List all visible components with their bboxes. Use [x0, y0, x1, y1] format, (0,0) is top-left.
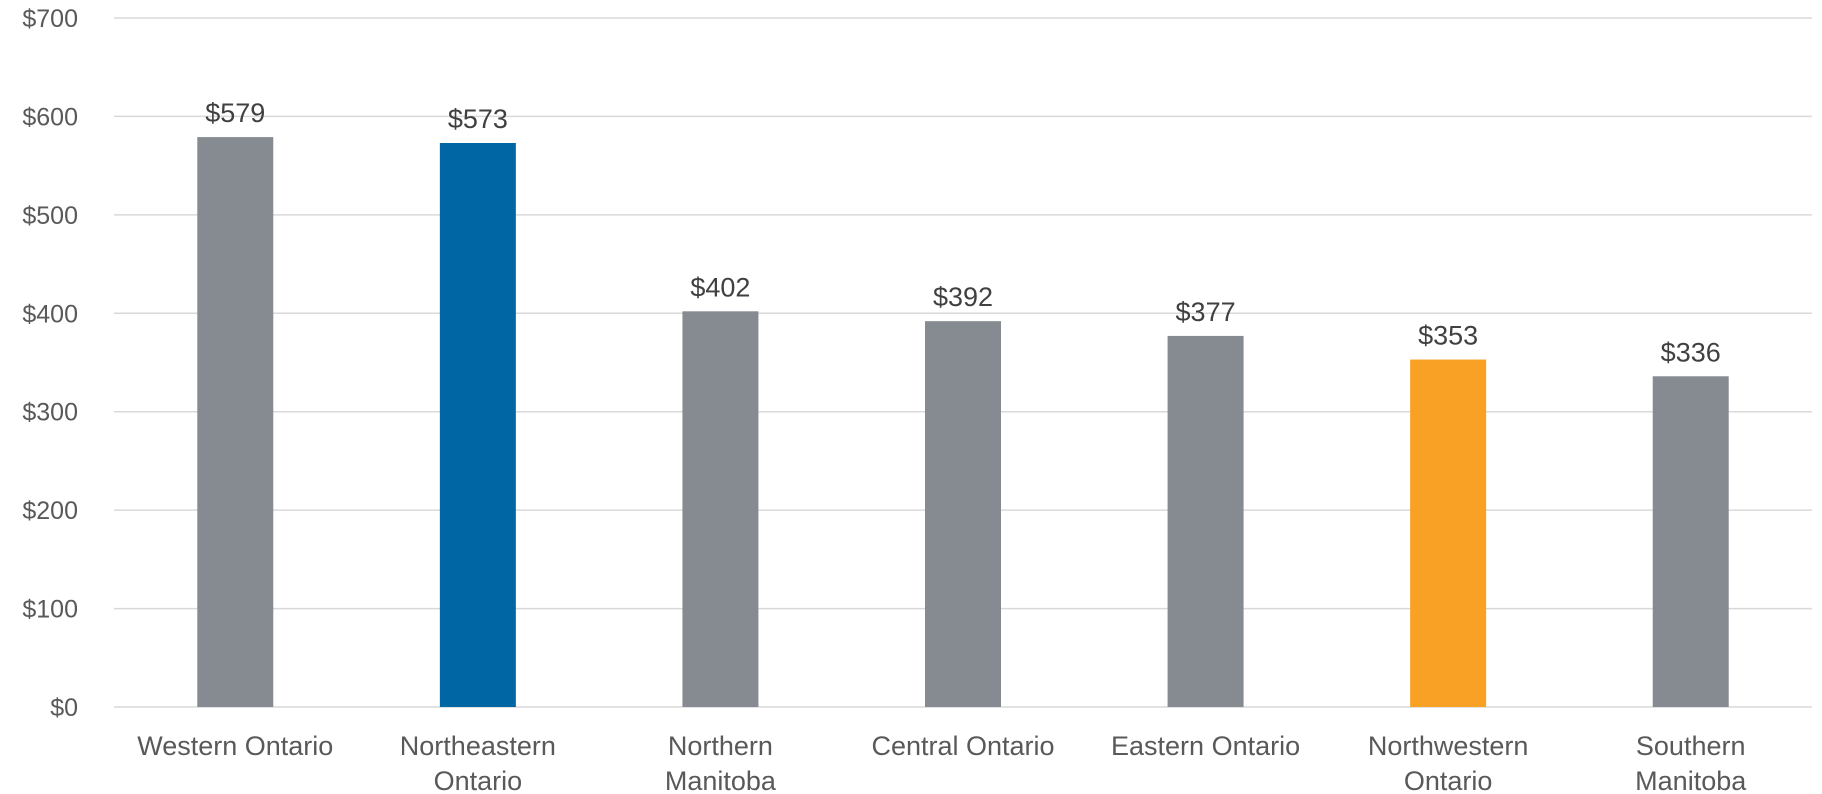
category-label-line: Northern: [668, 731, 773, 761]
bar: [197, 137, 274, 707]
y-tick-label: $100: [22, 596, 78, 624]
bar: [682, 311, 759, 707]
category-label: Northwestern Ontario: [1368, 731, 1529, 794]
data-label: $579: [205, 98, 265, 128]
y-tick-label: $300: [22, 399, 78, 427]
category-label-line: Central Ontario: [871, 731, 1054, 761]
bar: [1167, 335, 1244, 707]
y-tick-label: $700: [22, 5, 78, 33]
x-axis-category-labels: Western Ontario Northeastern OntarioNorthe…: [137, 731, 1747, 794]
category-label-line: Manitoba: [1635, 766, 1747, 794]
bar: [925, 321, 1001, 707]
category-label-line: Manitoba: [665, 766, 777, 794]
y-tick-label: $400: [22, 300, 78, 328]
bar: [439, 143, 516, 708]
category-label-line: Eastern Ontario: [1111, 731, 1300, 761]
data-label: $353: [1418, 321, 1478, 351]
data-label: $573: [448, 104, 508, 134]
category-label-line: Southern: [1636, 731, 1746, 761]
category-label-line: Ontario: [1404, 766, 1493, 794]
category-label-line: Northeastern: [400, 731, 556, 761]
data-label: $392: [933, 282, 993, 312]
y-tick-label: $0: [50, 694, 78, 722]
category-label: Northern Manitoba: [665, 731, 777, 794]
data-label: $336: [1661, 337, 1721, 367]
category-label: Northeastern Ontario: [400, 731, 556, 794]
category-label: Southern Manitoba: [1635, 731, 1747, 794]
bars: [197, 137, 1729, 708]
y-axis-tick-labels: $0 $100 $200 $300 $400 $500 $600 $700: [22, 5, 78, 722]
category-label: Western Ontario: [137, 731, 333, 761]
bar: [1410, 359, 1487, 707]
y-tick-label: $500: [22, 202, 78, 230]
data-label: $402: [690, 272, 750, 302]
category-label: Eastern Ontario: [1111, 731, 1300, 761]
data-labels: $579 $573 $402 $392 $377 $353 $336: [205, 98, 1721, 367]
bar: [1652, 376, 1729, 707]
category-label-line: Northwestern: [1368, 731, 1529, 761]
y-tick-label: $600: [22, 103, 78, 131]
y-tick-label: $200: [22, 497, 78, 525]
category-label-line: Western Ontario: [137, 731, 333, 761]
category-label: Central Ontario: [871, 731, 1054, 761]
data-label: $377: [1176, 297, 1236, 327]
category-label-line: Ontario: [434, 766, 523, 794]
